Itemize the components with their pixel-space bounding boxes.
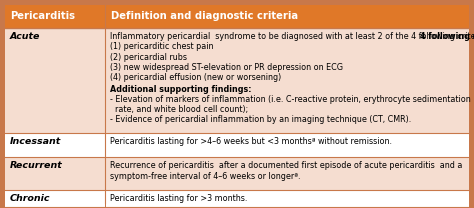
Text: Recurrence of pericarditis  after a documented first episode of acute pericardit: Recurrence of pericarditis after a docum… bbox=[110, 161, 462, 181]
Bar bbox=[106, 28, 469, 133]
Text: Pericarditis lasting for >3 months.: Pericarditis lasting for >3 months. bbox=[110, 194, 247, 203]
Text: 4 following criteria:: 4 following criteria: bbox=[420, 32, 474, 41]
Bar bbox=[5, 190, 105, 207]
Text: Pericarditis: Pericarditis bbox=[10, 11, 75, 21]
Bar bbox=[5, 133, 105, 157]
Text: Chronic: Chronic bbox=[10, 194, 51, 203]
Text: (3) new widespread ST-elevation or PR depression on ECG: (3) new widespread ST-elevation or PR de… bbox=[110, 63, 343, 72]
Bar bbox=[5, 157, 105, 190]
Text: - Evidence of pericardial inflammation by an imaging technique (CT, CMR).: - Evidence of pericardial inflammation b… bbox=[110, 115, 411, 124]
Bar bbox=[106, 133, 469, 157]
Text: Acute: Acute bbox=[10, 32, 40, 41]
Text: Inflammatory pericardial  syndrome to be diagnosed with at least 2 of the 4 foll: Inflammatory pericardial syndrome to be … bbox=[110, 32, 474, 41]
Bar bbox=[106, 190, 469, 207]
Text: (4) pericardial effusion (new or worsening): (4) pericardial effusion (new or worseni… bbox=[110, 73, 281, 82]
Text: Incessant: Incessant bbox=[10, 137, 61, 146]
Bar bbox=[5, 5, 105, 28]
Text: Pericarditis lasting for >4–6 weeks but <3 monthsª without remission.: Pericarditis lasting for >4–6 weeks but … bbox=[110, 137, 392, 146]
Bar bbox=[5, 28, 105, 133]
Bar bbox=[106, 5, 469, 28]
Text: (2) pericardial rubs: (2) pericardial rubs bbox=[110, 52, 187, 62]
Text: Additional supporting findings:: Additional supporting findings: bbox=[110, 85, 251, 94]
Text: Recurrent: Recurrent bbox=[10, 161, 63, 170]
Text: rate, and white blood cell count);: rate, and white blood cell count); bbox=[110, 105, 248, 114]
Text: - Elevation of markers of inflammation (i.e. C-reactive protein, erythrocyte sed: - Elevation of markers of inflammation (… bbox=[110, 95, 471, 104]
Bar bbox=[106, 157, 469, 190]
Text: (1) pericarditic chest pain: (1) pericarditic chest pain bbox=[110, 42, 213, 51]
Text: Definition and diagnostic criteria: Definition and diagnostic criteria bbox=[111, 11, 298, 21]
